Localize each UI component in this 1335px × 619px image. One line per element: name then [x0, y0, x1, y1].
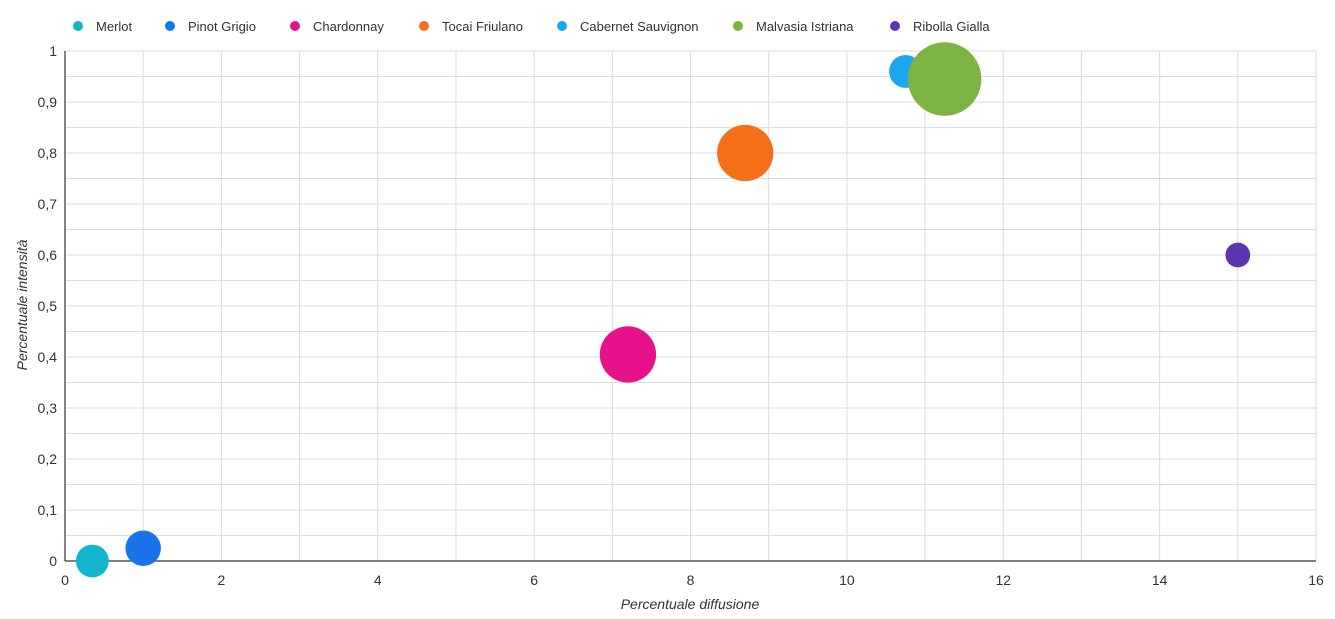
legend-label: Merlot [96, 19, 133, 34]
y-tick-label: 1 [49, 43, 57, 59]
bubble-pinot-grigio [125, 530, 161, 566]
y-tick-label: 0,7 [38, 196, 58, 212]
x-tick-label: 4 [374, 572, 382, 588]
legend-marker [290, 21, 300, 31]
legend-label: Chardonnay [313, 19, 384, 34]
bubble-merlot [75, 544, 109, 578]
x-axis-title: Percentuale diffusione [621, 596, 760, 612]
y-tick-label: 0,1 [38, 502, 58, 518]
y-axis-title: Percentuale intensità [14, 239, 30, 370]
legend-label: Ribolla Gialla [913, 19, 990, 34]
bubble-chardonnay [599, 326, 657, 383]
y-tick-label: 0,9 [38, 94, 58, 110]
bubble-series [75, 42, 1251, 578]
legend-marker [890, 21, 900, 31]
bubble-ribolla-gialla [1225, 242, 1251, 268]
y-tick-label: 0,6 [38, 247, 58, 263]
x-tick-label: 12 [995, 572, 1011, 588]
x-tick-label: 16 [1308, 572, 1324, 588]
x-tick-label: 8 [687, 572, 695, 588]
legend-label: Cabernet Sauvignon [580, 19, 699, 34]
x-tick-label: 10 [839, 572, 855, 588]
x-tick-label: 0 [61, 572, 69, 588]
bubble-tocai-friulano [717, 124, 774, 182]
y-tick-label: 0,4 [38, 349, 58, 365]
legend-marker [165, 21, 175, 31]
x-tick-label: 14 [1152, 572, 1168, 588]
x-tick-label: 2 [217, 572, 225, 588]
y-tick-label: 0,2 [38, 451, 58, 467]
legend-label: Pinot Grigio [188, 19, 256, 34]
grid [64, 50, 1317, 562]
legend-marker [733, 21, 743, 31]
legend: Merlot Pinot Grigio Chardonnay Tocai Friula… [73, 19, 990, 34]
y-tick-label: 0,5 [38, 298, 58, 314]
legend-marker [557, 21, 567, 31]
legend-label: Tocai Friulano [442, 19, 523, 34]
legend-marker [73, 21, 83, 31]
axes: 0 2 4 6 8 10 12 14 16 0 0,1 0,2 0,3 0,4 0,5 0,6 0,7 0,8 0,… [38, 43, 1324, 588]
bubble-malvasia-istriana [907, 42, 982, 116]
y-tick-label: 0 [49, 553, 57, 569]
y-tick-label: 0,3 [38, 400, 58, 416]
legend-label: Malvasia Istriana [756, 19, 854, 34]
legend-marker [419, 21, 429, 31]
x-tick-label: 6 [530, 572, 538, 588]
y-tick-label: 0,8 [38, 145, 58, 161]
